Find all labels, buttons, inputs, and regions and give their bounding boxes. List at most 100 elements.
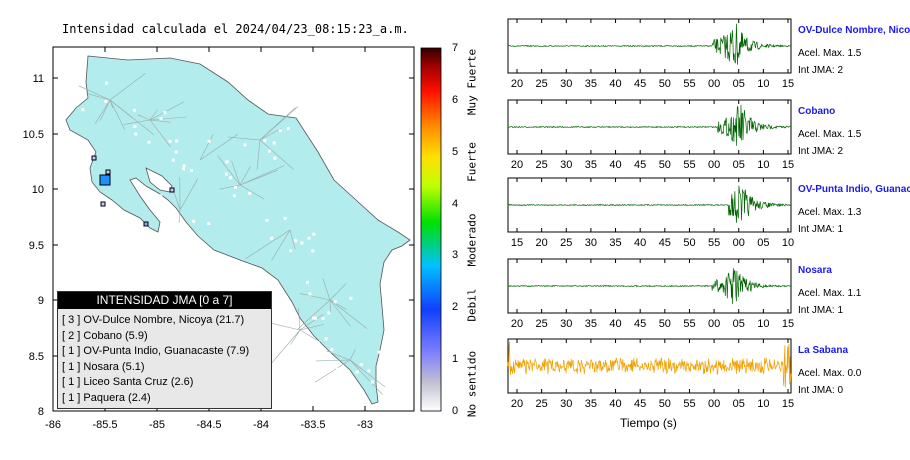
waveform-panel: 20 25 30 35 40 45 50 55 00 05 10 15 [507,338,794,410]
x-tick-label: 35 [585,398,597,410]
town-dot [105,81,108,85]
road-segment [231,160,241,186]
road-segment [297,299,331,330]
map-axes: -86 -85.5 -85 -84.5 -84 -83.5 -83 11 10.5 10 9.5 9 8… [23,47,414,431]
colorbar-tick-label: 0 [452,405,459,417]
road-segment [299,314,324,331]
colorbar-tick-label: 3 [452,249,459,262]
road-segment [329,283,347,301]
town-dot [207,139,211,143]
lon-tick-label: -84 [253,419,269,431]
x-tick-label: 20 [511,398,523,410]
x-tick-label: 30 [560,318,572,330]
town-dot [147,140,151,144]
town-dot [163,111,167,115]
road-segment [271,329,301,363]
x-tick-label: 35 [585,78,597,90]
town-dot [234,185,237,189]
road-segment [109,99,154,135]
x-tick-label: 40 [634,237,646,249]
town-dot [271,341,275,344]
town-dot [311,249,315,253]
x-tick-label: 55 [683,398,695,410]
road-segment [349,359,386,388]
road-segment [123,119,151,125]
town-dot [270,236,273,240]
x-tick-label: 55 [683,159,695,171]
x-tick-label: 20 [511,159,523,171]
x-tick-label: 00 [733,237,745,249]
town-dot [168,139,172,143]
x-tick-label: 45 [634,398,646,410]
legend-list: [ 3 ] OV-Dulce Nombre, Nicoya (21.7) [ 2 … [58,309,271,406]
x-tick-label: 55 [708,237,720,249]
town-dot [81,108,85,112]
town-dot [307,236,311,240]
station-name: Cobano [798,106,836,117]
road-segment [137,114,151,121]
road-segment [217,155,241,186]
lat-tick-label: 9.5 [29,240,44,252]
x-tick-label: 00 [708,159,720,171]
road-segment [239,166,251,186]
road-segment [179,178,199,211]
x-tick-label: 35 [609,237,621,249]
road-segment [299,324,324,331]
x-tick-label: 00 [708,398,720,410]
road-segment [256,139,261,170]
station-name: La Sabana [798,345,849,356]
road-segment [290,329,301,345]
road-segment [329,299,351,327]
town-dot [80,79,84,83]
x-tick-label: 45 [634,78,646,90]
town-dot [327,351,330,355]
road-segment [316,359,351,362]
town-dot [274,326,278,330]
x-tick-label: 50 [659,398,671,410]
station-marker-punta-indio [105,169,111,175]
station-marker-nosara [100,201,106,207]
town-dot [326,377,330,381]
lon-tick-label: -83.5 [300,419,325,431]
x-tick-label: 25 [536,398,548,410]
town-dot [359,363,363,366]
station-name: OV-Dulce Nombre, Nico [798,25,910,36]
road-segment [239,165,285,186]
colorbar-tick-label: 5 [452,145,459,158]
legend-item: [ 1 ] Liceo Santa Cruz (2.6) [62,376,194,388]
x-tick-label: 40 [609,78,621,90]
road-segment [199,134,214,161]
town-dot [377,350,381,354]
station-jma-intensity: Int JMA: 0 [798,385,844,396]
road-segment [349,359,383,395]
colorbar-gradient [420,47,442,412]
lon-tick-label: -85 [149,419,165,431]
town-dot [294,239,297,243]
x-tick-label: 15 [782,398,794,410]
station-jma-intensity: Int JMA: 2 [798,65,844,76]
x-tick-label: 50 [659,159,671,171]
waveform-trace [507,104,792,146]
lon-tick-label: -85.5 [92,419,117,431]
waveform-trace [507,268,792,305]
town-dot [243,143,247,147]
road-segment [199,133,238,161]
x-tick-label: 25 [560,237,572,249]
lat-tick-label: 8.5 [29,351,44,363]
station-marker-santa-cruz [169,187,175,193]
town-dot [336,367,340,371]
waveform-panel: 20 25 30 35 40 45 50 55 00 05 10 15 [507,258,794,330]
x-tick-label: 50 [659,78,671,90]
town-dot [174,150,178,154]
x-tick-label: 10 [757,78,769,90]
town-dot [104,99,108,103]
station-accel-max: Acel. Max. 1.3 [798,207,862,218]
x-tick-label: 15 [782,78,794,90]
road-segment [149,116,187,121]
town-dot [278,129,282,133]
road-segment [245,229,291,260]
x-tick-label: 05 [757,237,769,249]
road-segment [78,85,111,101]
town-dot [306,280,309,284]
